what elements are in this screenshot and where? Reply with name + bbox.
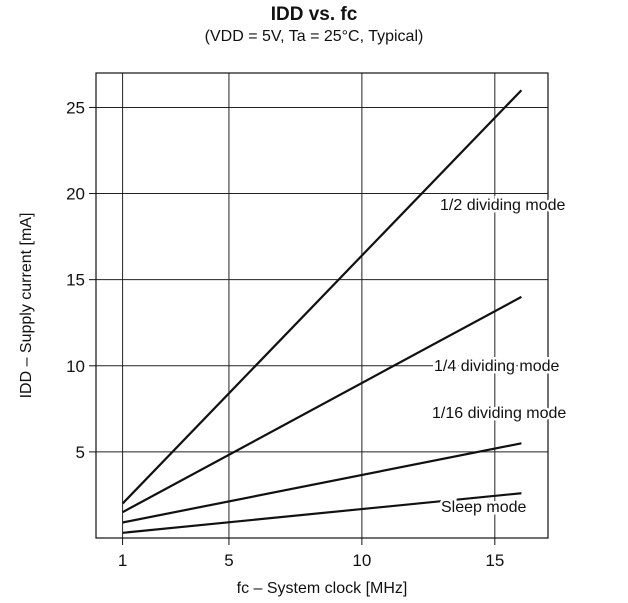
series-label: 1/2 dividing mode [440, 197, 566, 214]
series-label: 1/4 dividing mode [434, 358, 560, 375]
series-line [122, 295, 522, 514]
y-tick-label: 15 [66, 271, 85, 290]
x-tick-label: 5 [224, 551, 233, 570]
series-line [122, 492, 522, 534]
series-label: 1/16 dividing mode [432, 405, 566, 422]
y-tick-label: 5 [76, 443, 85, 462]
y-tick-label: 20 [66, 185, 85, 204]
x-axis-title: fc – System clock [MHz] [237, 580, 408, 597]
chart-title: IDD vs. fc [270, 4, 358, 25]
chart-subtitle: (VDD = 5V, Ta = 25°C, Typical) [204, 28, 424, 45]
series-label: Sleep mode [441, 499, 526, 516]
y-axis-title: IDD – Supply current [mA] [18, 213, 35, 399]
series-line [121, 89, 523, 505]
series-line [122, 442, 522, 524]
plot-frame [95, 72, 549, 539]
y-tick-label: 10 [66, 357, 85, 376]
x-tick-label: 1 [118, 551, 127, 570]
x-tick-label: 15 [485, 551, 504, 570]
y-tick-label: 25 [66, 98, 85, 117]
x-tick-label: 10 [352, 551, 371, 570]
